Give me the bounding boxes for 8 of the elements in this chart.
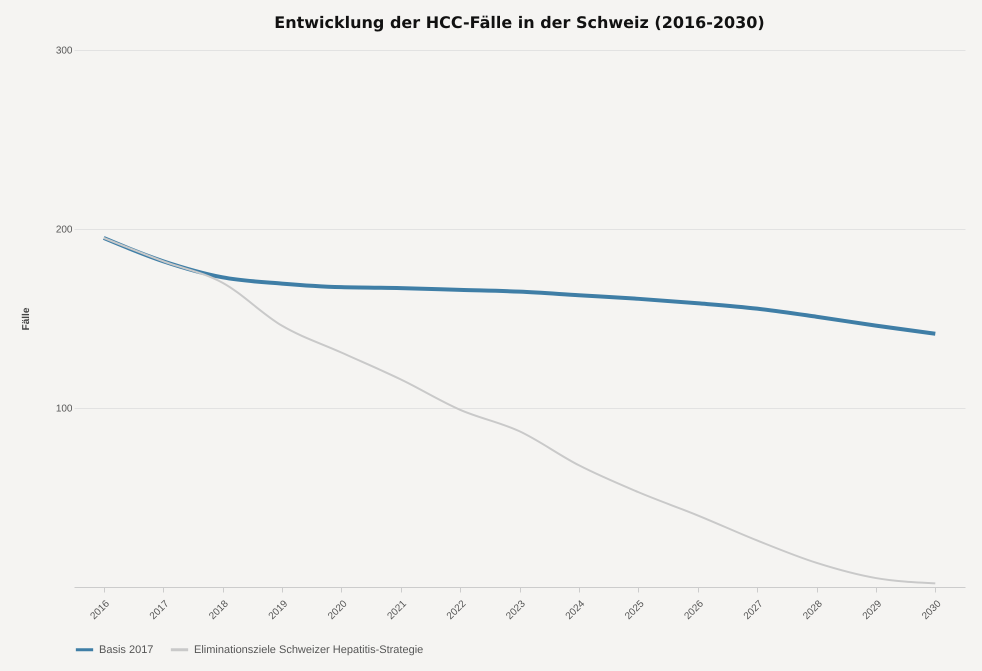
y-tick-label: 100 bbox=[56, 404, 73, 414]
line-series bbox=[102, 236, 936, 584]
y-tick-label: 300 bbox=[56, 46, 73, 56]
y-axis-title: Fälle bbox=[20, 307, 32, 330]
y-tick-label: 200 bbox=[56, 224, 73, 236]
legend-label: Eliminationsziele Schweizer Hepatitis-Strategie bbox=[194, 644, 424, 656]
legend-label: Basis 2017 bbox=[99, 644, 154, 656]
chart-title: Entwicklung der HCC-Fälle in der Schweiz (2016-2030) bbox=[274, 13, 765, 32]
